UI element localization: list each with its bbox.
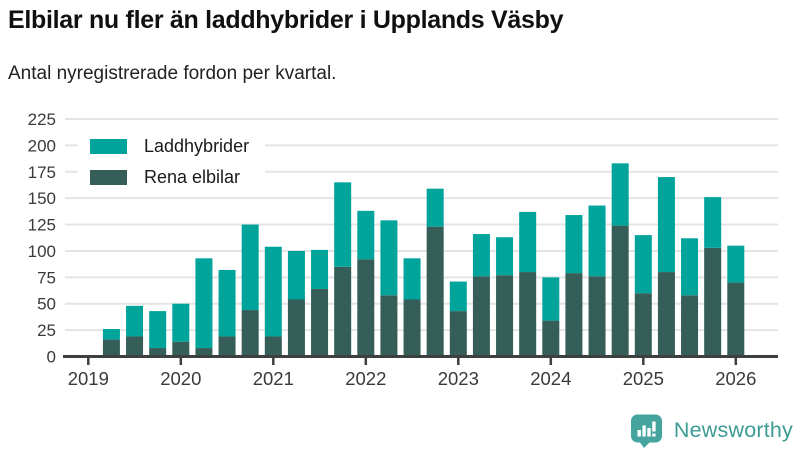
- x-tick-2019: [87, 358, 90, 365]
- bar-2025-q2-laddhybrider: [657, 177, 675, 273]
- x-axis-line: [63, 355, 778, 358]
- bar-2025-q2-rena-elbilar: [657, 272, 675, 357]
- bar-2024-q3-rena-elbilar: [588, 276, 606, 357]
- bar-2022-q1-rena-elbilar: [357, 259, 375, 357]
- chart-legend: Laddhybrider Rena elbilar: [78, 130, 266, 196]
- x-tick-2025: [642, 358, 645, 365]
- x-tick-2023: [457, 358, 460, 365]
- legend-label-rena-elbilar: Rena elbilar: [144, 167, 241, 187]
- legend-swatch-rena-elbilar: [90, 170, 127, 185]
- bar-2024-q4-laddhybrider: [611, 163, 629, 226]
- x-tick-2021: [272, 358, 275, 365]
- x-tick-2022: [364, 358, 368, 365]
- y-tick-label-200: 200: [28, 136, 56, 155]
- bar-2025-q4-rena-elbilar: [704, 247, 722, 357]
- x-tick-label-2021: 2021: [253, 368, 294, 389]
- bar-2020-q3-laddhybrider: [218, 269, 236, 337]
- bar-2025-q1-laddhybrider: [634, 235, 652, 294]
- bar-2020-q2-laddhybrider: [195, 258, 213, 349]
- bar-2024-q1-laddhybrider: [542, 277, 560, 321]
- bar-2019-q3-laddhybrider: [126, 305, 144, 337]
- bar-2022-q2-laddhybrider: [380, 220, 398, 296]
- bar-2021-q3-rena-elbilar: [311, 288, 329, 357]
- y-tick-label-25: 25: [37, 321, 56, 340]
- legend-item-rena-elbilar: Rena elbilar: [90, 167, 249, 188]
- chart-title: Elbilar nu fler än laddhybrider i Upplan…: [8, 6, 564, 34]
- x-tick-label-2025: 2025: [623, 368, 664, 389]
- bar-2024-q1-rena-elbilar: [542, 320, 560, 357]
- y-tick-label-150: 150: [28, 189, 56, 208]
- y-tick-label-225: 225: [28, 110, 56, 129]
- bar-2021-q4-laddhybrider: [334, 182, 352, 267]
- bar-2022-q1-laddhybrider: [357, 210, 375, 260]
- newsworthy-wordmark: Newsworthy: [673, 417, 793, 442]
- y-tick-label-50: 50: [37, 295, 56, 314]
- x-tick-label-2022: 2022: [345, 368, 386, 389]
- bar-2025-q3-rena-elbilar: [681, 295, 699, 357]
- bar-2020-q3-rena-elbilar: [218, 336, 236, 357]
- bar-2026-q1-rena-elbilar: [727, 282, 745, 357]
- bar-2024-q2-laddhybrider: [565, 215, 583, 274]
- y-tick-label-175: 175: [28, 163, 56, 182]
- chart-subtitle: Antal nyregistrerade fordon per kvartal.: [8, 63, 337, 84]
- bar-2023-q2-rena-elbilar: [472, 276, 490, 357]
- x-tick-label-2020: 2020: [160, 368, 201, 389]
- bar-2021-q1-laddhybrider: [264, 246, 282, 337]
- bar-2020-q4-laddhybrider: [241, 224, 259, 311]
- bar-2022-q3-laddhybrider: [403, 258, 421, 300]
- legend-item-laddhybrider: Laddhybrider: [90, 136, 249, 157]
- bar-2019-q4-rena-elbilar: [149, 348, 167, 357]
- bar-2025-q4-laddhybrider: [704, 197, 722, 248]
- x-tick-2024: [549, 358, 553, 365]
- newsworthy-brand: Newsworthy: [630, 410, 793, 450]
- x-tick-label-2026: 2026: [715, 368, 756, 389]
- bar-2021-q3-laddhybrider: [311, 249, 329, 289]
- y-tick-label-0: 0: [47, 348, 56, 367]
- bar-2020-q4-rena-elbilar: [241, 310, 259, 357]
- bar-2021-q4-rena-elbilar: [334, 266, 352, 357]
- bar-2022-q4-laddhybrider: [426, 188, 444, 227]
- x-tick-label-2024: 2024: [530, 368, 571, 389]
- bar-2021-q1-rena-elbilar: [264, 336, 282, 357]
- bar-2023-q3-rena-elbilar: [496, 275, 514, 357]
- bar-2023-q4-laddhybrider: [519, 211, 537, 273]
- x-tick-label-2023: 2023: [438, 368, 479, 389]
- bar-2020-q1-laddhybrider: [172, 303, 190, 342]
- x-tick-2026: [734, 358, 738, 365]
- bar-2023-q1-rena-elbilar: [449, 311, 467, 357]
- legend-swatch-laddhybrider: [90, 139, 127, 154]
- y-tick-label-125: 125: [28, 216, 56, 235]
- bar-2019-q4-laddhybrider: [149, 311, 167, 349]
- bar-2019-q2-laddhybrider: [102, 329, 120, 340]
- bar-2022-q2-rena-elbilar: [380, 295, 398, 357]
- bar-2021-q2-laddhybrider: [287, 250, 305, 300]
- legend-label-laddhybrider: Laddhybrider: [144, 136, 250, 156]
- x-tick-label-2019: 2019: [68, 368, 109, 389]
- bar-2025-q1-rena-elbilar: [634, 293, 652, 357]
- bar-2026-q1-laddhybrider: [727, 245, 745, 283]
- bar-2023-q2-laddhybrider: [472, 234, 490, 277]
- bar-2020-q1-rena-elbilar: [172, 341, 190, 357]
- bar-2024-q3-laddhybrider: [588, 205, 606, 277]
- bar-2022-q3-rena-elbilar: [403, 299, 421, 357]
- bar-2025-q3-laddhybrider: [681, 238, 699, 296]
- y-tick-label-100: 100: [28, 242, 56, 261]
- bar-2019-q2-rena-elbilar: [102, 339, 120, 357]
- newsworthy-logo-icon: [630, 414, 662, 448]
- bar-2020-q2-rena-elbilar: [195, 348, 213, 357]
- bar-2019-q3-rena-elbilar: [126, 336, 144, 357]
- bar-2021-q2-rena-elbilar: [287, 299, 305, 357]
- bar-2023-q1-laddhybrider: [449, 281, 467, 312]
- y-tick-label-75: 75: [37, 268, 56, 287]
- bar-2023-q4-rena-elbilar: [519, 272, 537, 357]
- bar-2024-q4-rena-elbilar: [611, 225, 629, 357]
- bar-2022-q4-rena-elbilar: [426, 226, 444, 357]
- bar-2024-q2-rena-elbilar: [565, 273, 583, 357]
- x-tick-2020: [179, 358, 183, 365]
- bar-2023-q3-laddhybrider: [496, 237, 514, 276]
